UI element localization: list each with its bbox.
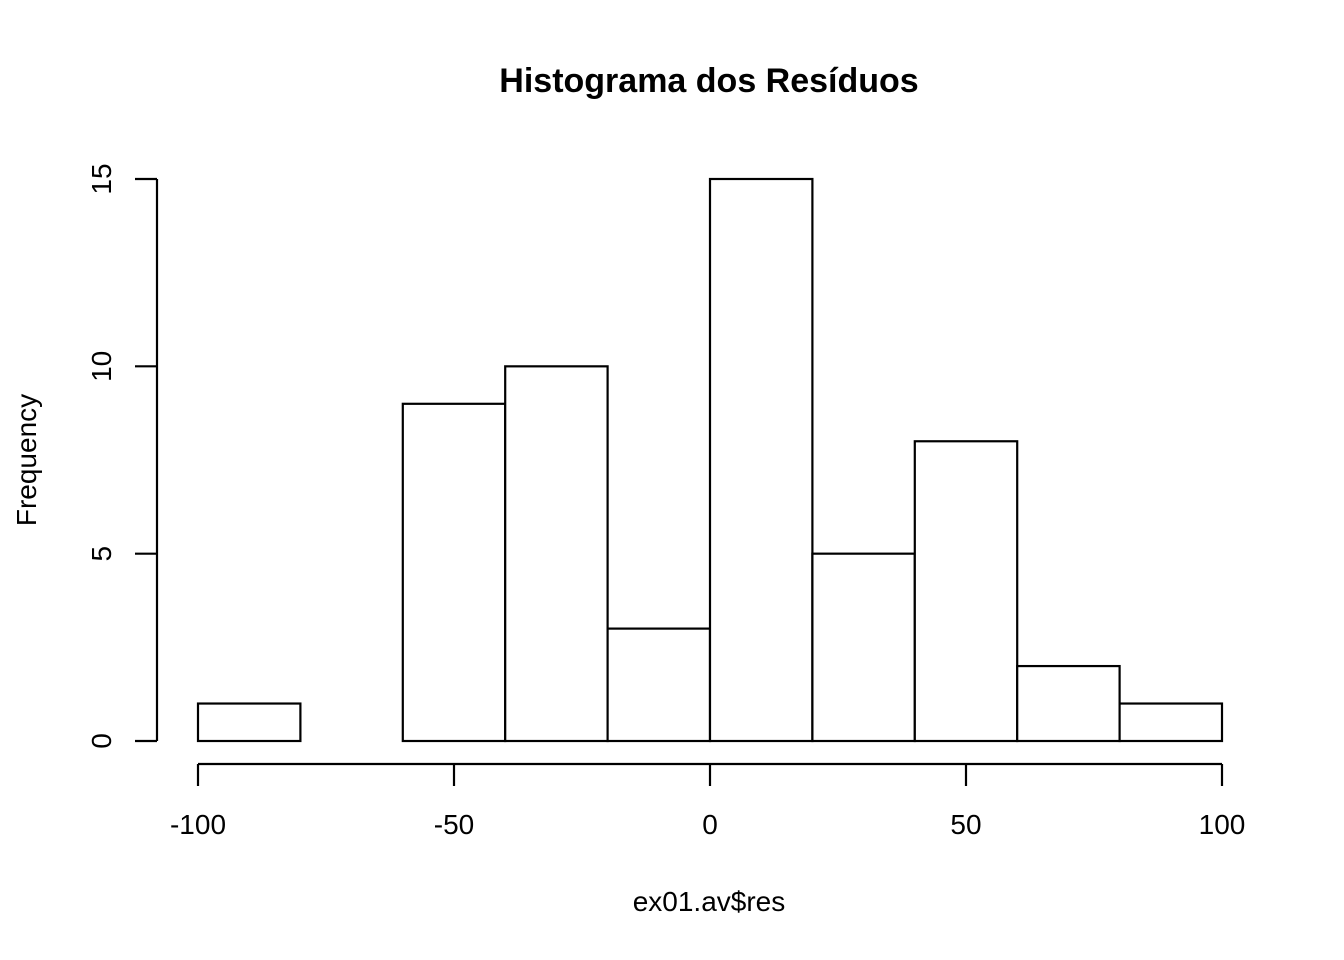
x-axis: -100 -50 0 50 100 bbox=[170, 762, 1246, 840]
chart-title: Histograma dos Resíduos bbox=[499, 62, 918, 100]
histogram-bar-7 bbox=[913, 440, 1019, 743]
y-tick-label: 0 bbox=[86, 733, 117, 749]
x-axis-label: ex01.av$res bbox=[633, 886, 786, 917]
x-tick-label: -50 bbox=[434, 809, 474, 840]
y-tick-label: 5 bbox=[86, 546, 117, 562]
x-tick-label: 0 bbox=[702, 809, 718, 840]
histogram-bar-4 bbox=[606, 627, 712, 743]
histogram-bar-5 bbox=[708, 177, 814, 743]
bars-group bbox=[196, 177, 1224, 743]
histogram-bar-8 bbox=[1016, 664, 1121, 743]
histogram-bar-9 bbox=[1118, 702, 1224, 743]
x-tick-label: -100 bbox=[170, 809, 226, 840]
histogram-bar-2 bbox=[401, 402, 507, 743]
histogram-bar-6 bbox=[811, 552, 916, 743]
x-tick-label: 50 bbox=[950, 809, 981, 840]
x-tick-label: 100 bbox=[1199, 809, 1246, 840]
histogram-bar-0 bbox=[196, 702, 302, 743]
y-axis: 0 5 10 15 bbox=[86, 163, 159, 749]
y-axis-label: Frequency bbox=[11, 394, 42, 526]
y-tick-label: 10 bbox=[86, 351, 117, 382]
y-tick-label: 15 bbox=[86, 163, 117, 194]
histogram-bar-3 bbox=[504, 365, 609, 743]
